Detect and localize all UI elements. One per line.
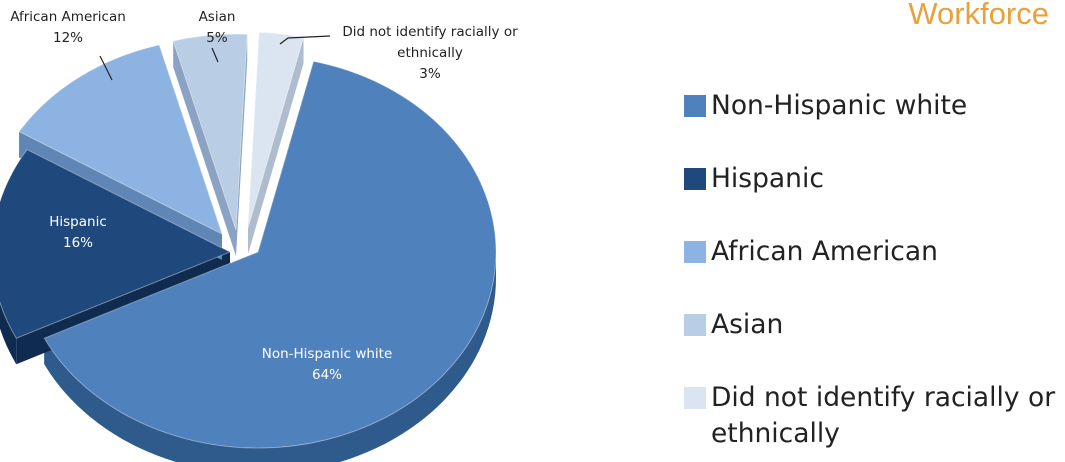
legend-swatch	[684, 241, 706, 263]
leader-line	[211, 47, 219, 63]
data-label: Non-Hispanic white	[262, 346, 393, 362]
data-label: 16%	[63, 235, 93, 251]
data-label: ethnically	[397, 45, 463, 61]
pie-slice-edge	[248, 37, 304, 254]
pie-slice-african-american	[18, 44, 223, 235]
data-label: 3%	[419, 66, 441, 82]
pie-slice-hispanic	[0, 148, 232, 339]
legend-swatch	[684, 168, 706, 190]
pie-slice-edge	[236, 34, 248, 256]
legend-label: Hispanic	[711, 163, 824, 194]
data-label: 12%	[53, 30, 83, 46]
page-title: Workforce	[908, 0, 1049, 31]
legend-item-non-hispanic-white: Non-Hispanic white	[684, 88, 1064, 161]
pie-chart: Non-Hispanic white 64% Hispanic 16% African …	[0, 9, 518, 462]
legend-item-asian: Asian	[684, 307, 1064, 380]
legend-swatch	[684, 314, 706, 336]
leader-line	[99, 55, 113, 81]
data-label: Hispanic	[49, 214, 107, 230]
legend-item-did-not-identify: Did not identify racially or ethnically	[684, 380, 1064, 453]
pie-slice-non-hispanic-white	[43, 60, 497, 449]
pie-slice-asian	[172, 33, 248, 231]
leader-line	[279, 35, 331, 45]
pie-slice-side-3	[173, 34, 248, 256]
data-label: Asian	[199, 9, 236, 25]
legend-label: Asian	[711, 309, 784, 340]
legend-item-african-american: African American	[684, 234, 1064, 307]
legend-label: Non-Hispanic white	[711, 90, 968, 121]
legend-swatch	[684, 95, 706, 117]
legend-swatch	[684, 387, 706, 409]
legend-label: Did not identify racially or ethnically	[711, 382, 1056, 449]
data-label: African American	[10, 9, 126, 25]
chart-legend: Non-Hispanic white Hispanic African Amer…	[684, 88, 1064, 453]
data-label: 5%	[206, 30, 228, 46]
pie-slice-wall	[0, 302, 17, 365]
data-label: 64%	[312, 367, 342, 383]
legend-label: African American	[711, 236, 938, 267]
pie-slice-edge	[173, 40, 236, 256]
legend-item-hispanic: Hispanic	[684, 161, 1064, 234]
data-label: Did not identify racially or	[342, 24, 518, 40]
